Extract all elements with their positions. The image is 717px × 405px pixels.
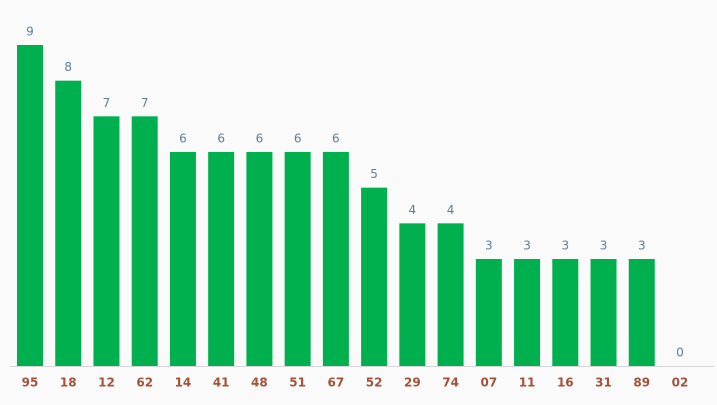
value-label: 6 (256, 132, 264, 146)
value-label: 4 (447, 203, 455, 217)
value-label: 3 (523, 239, 531, 253)
bar (322, 152, 349, 366)
bar (514, 259, 541, 366)
bar (55, 80, 82, 367)
bar (437, 223, 464, 366)
value-label: 6 (294, 132, 302, 146)
value-label: 9 (26, 25, 34, 39)
bar (284, 152, 311, 366)
bar (361, 187, 388, 366)
value-label: 5 (370, 167, 378, 181)
x-tick-label: 48 (251, 376, 268, 390)
bar (628, 259, 655, 366)
x-tick-label: 41 (213, 376, 230, 390)
x-tick-label: 18 (60, 376, 77, 390)
x-tick-label: 51 (289, 376, 306, 390)
bar (246, 152, 273, 366)
bar (552, 259, 579, 366)
bar (208, 152, 235, 366)
x-tick-label: 16 (557, 376, 574, 390)
x-tick-label: 02 (672, 376, 689, 390)
x-tick-label: 11 (519, 376, 536, 390)
x-tick-label: 67 (328, 376, 345, 390)
value-label: 6 (179, 132, 187, 146)
value-label: 3 (561, 239, 569, 253)
x-tick-label: 89 (633, 376, 650, 390)
x-tick-label: 12 (98, 376, 115, 390)
bar (131, 116, 158, 366)
value-label: 6 (217, 132, 225, 146)
x-tick-label: 52 (366, 376, 383, 390)
value-label: 7 (103, 96, 111, 110)
x-tick-label: 74 (442, 376, 459, 390)
value-label: 0 (676, 346, 684, 360)
value-label: 8 (64, 60, 72, 74)
value-label: 3 (485, 239, 493, 253)
x-tick-label: 62 (136, 376, 153, 390)
bar (399, 223, 426, 366)
bar (590, 259, 617, 366)
x-tick-label: 95 (22, 376, 39, 390)
value-label: 3 (600, 239, 608, 253)
bar (93, 116, 120, 366)
bar (17, 45, 43, 366)
x-tick-label: 14 (175, 376, 192, 390)
value-label: 4 (409, 203, 417, 217)
bar (475, 259, 502, 366)
bar (169, 152, 196, 366)
value-label: 7 (141, 96, 149, 110)
x-tick-label: 07 (480, 376, 497, 390)
x-tick-label: 29 (404, 376, 421, 390)
x-tick-label: 31 (595, 376, 612, 390)
value-label: 6 (332, 132, 340, 146)
value-label: 3 (638, 239, 646, 253)
